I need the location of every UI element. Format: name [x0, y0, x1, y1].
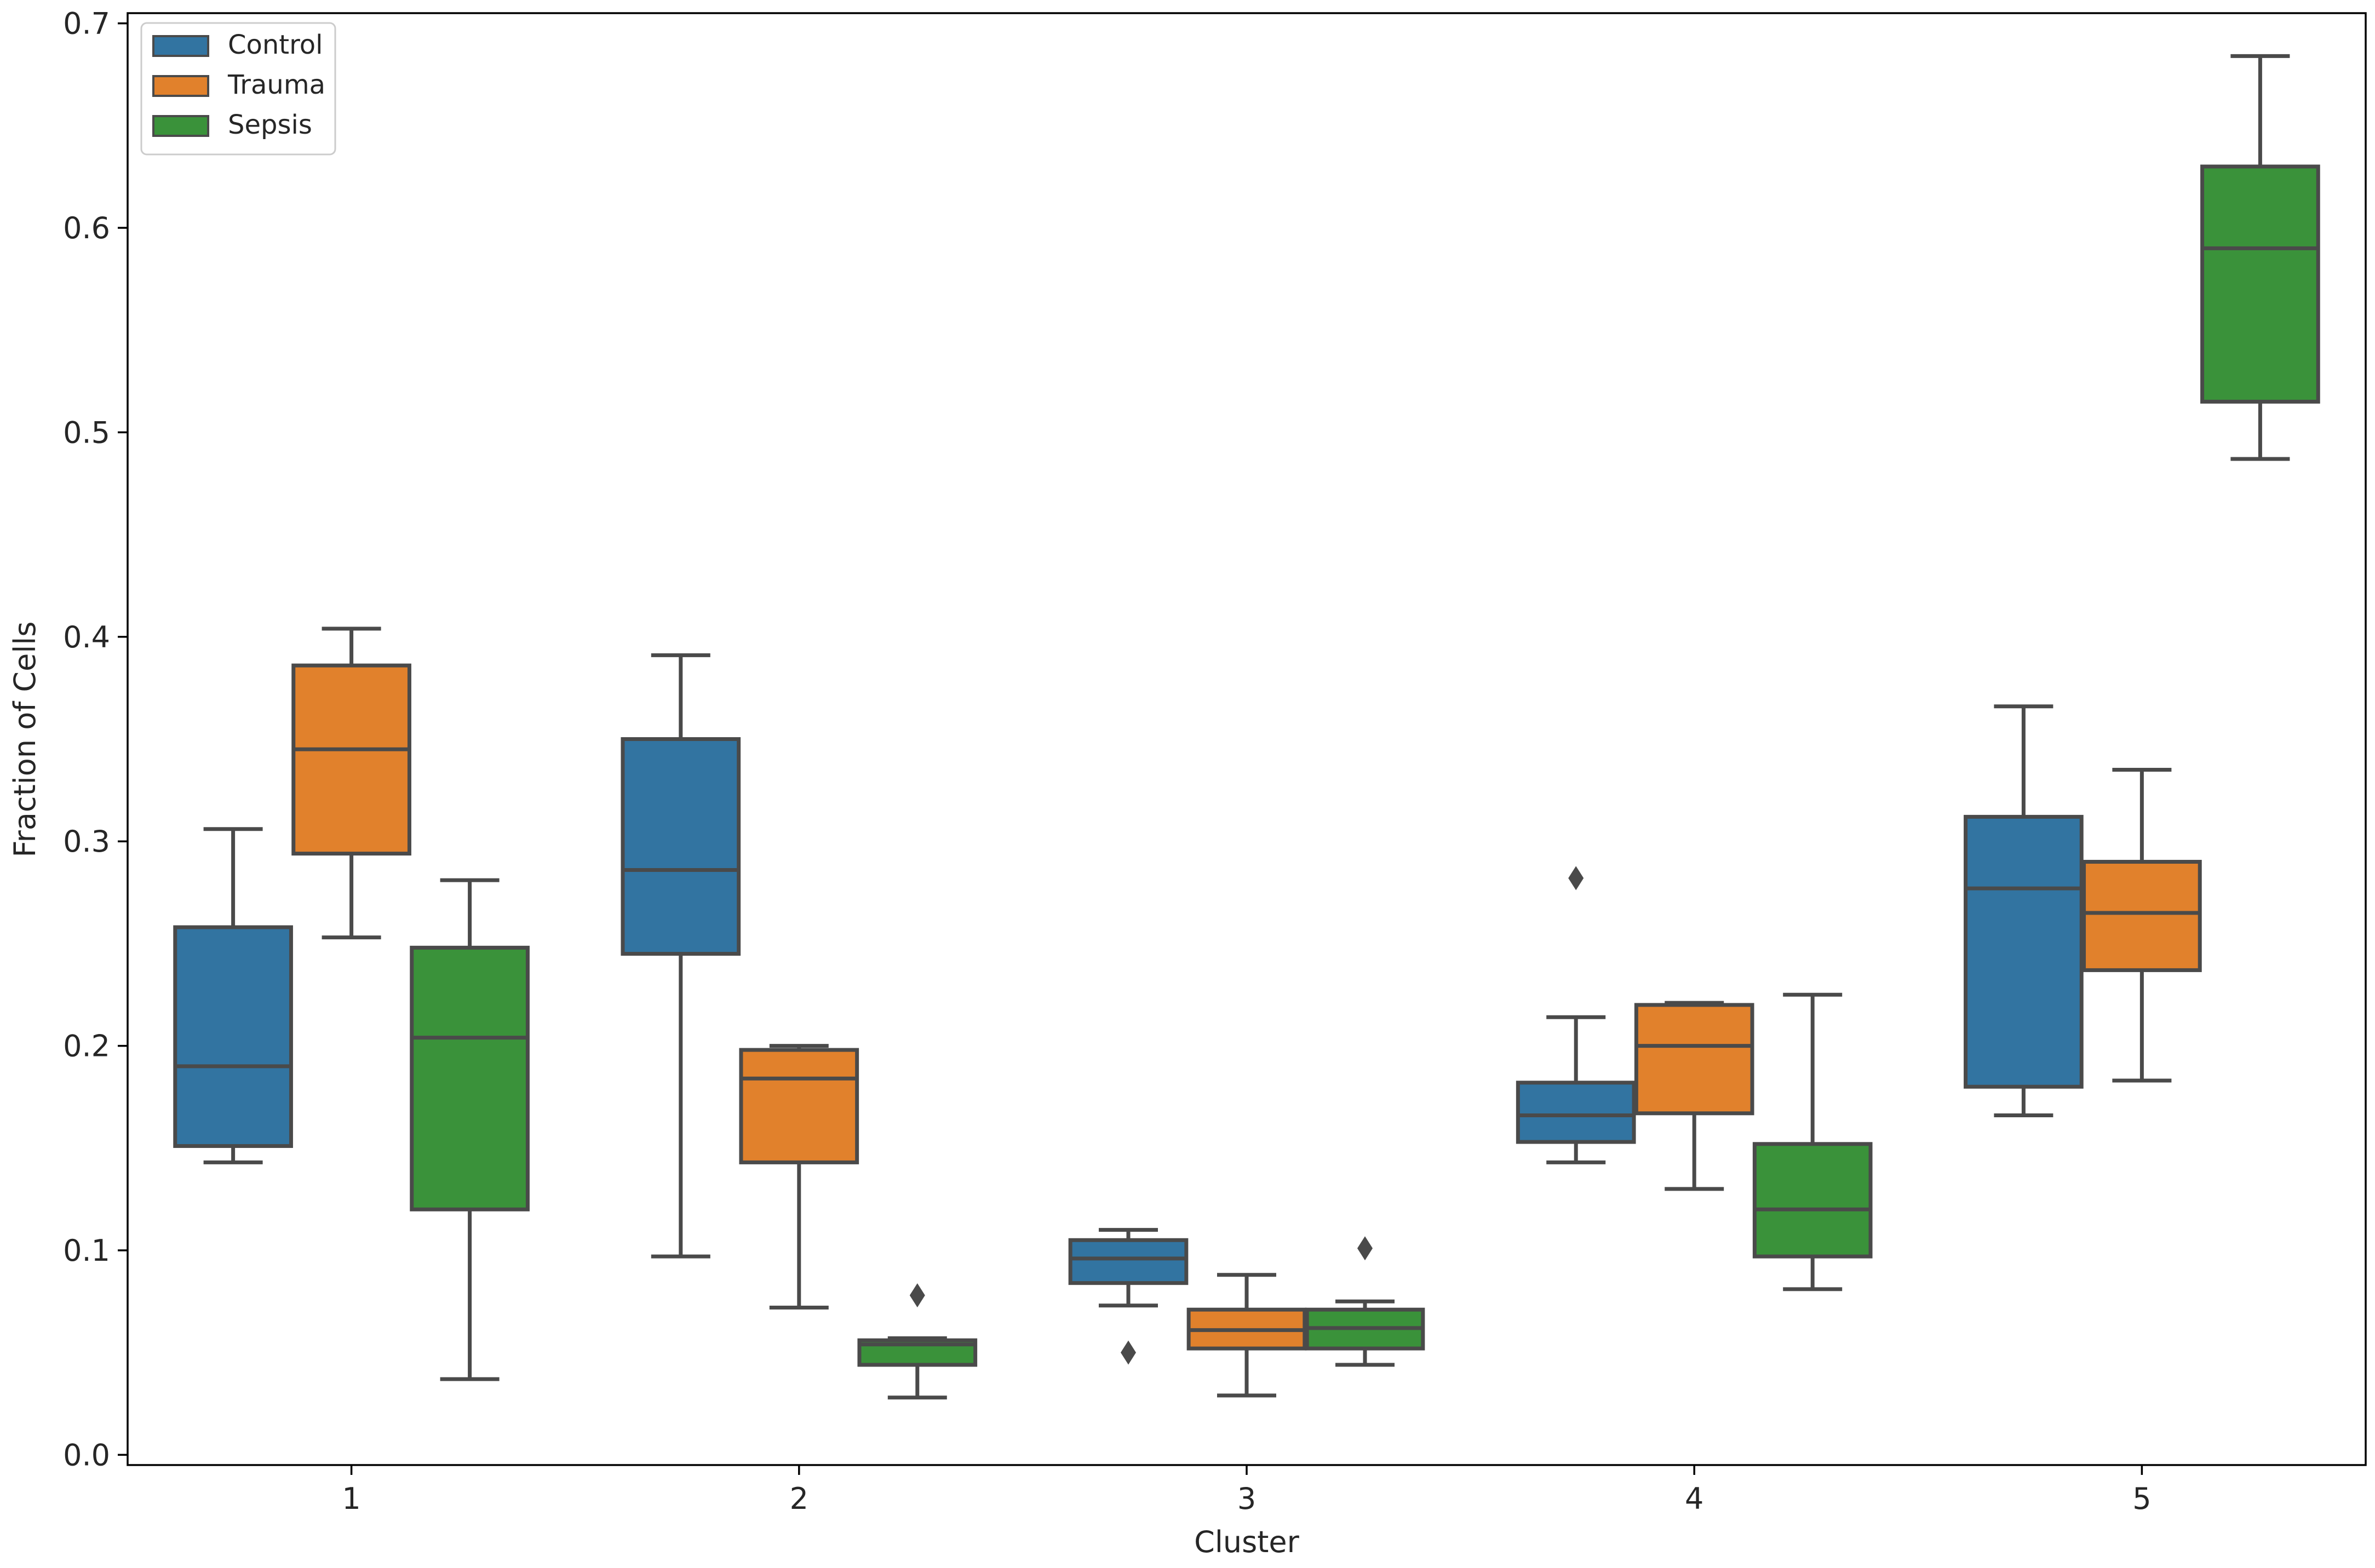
box-control-cluster-5 [1964, 704, 2084, 1118]
y-axis-label: Fraction of Cells [8, 622, 42, 858]
box-sepsis-cluster-2 [857, 1283, 978, 1400]
x-tick-label: 5 [2132, 1481, 2151, 1516]
box-control-cluster-3 [1068, 1228, 1189, 1365]
x-tick-label: 2 [790, 1481, 808, 1516]
iqr-box [739, 1048, 859, 1164]
legend: Control Trauma Sepsis [140, 22, 336, 156]
iqr-box [1634, 1003, 1754, 1116]
box-control-cluster-4 [1516, 866, 1636, 1164]
outlier-marker [909, 1283, 925, 1308]
y-tick-label: 0.2 [63, 1029, 110, 1064]
outlier-marker [1121, 1340, 1136, 1365]
y-tick-label: 0.0 [63, 1438, 110, 1472]
legend-swatch-sepsis [152, 115, 209, 137]
box-sepsis-cluster-1 [410, 878, 530, 1381]
box-trauma-cluster-2 [739, 1044, 859, 1309]
box-sepsis-cluster-4 [1752, 992, 1873, 1291]
legend-label-sepsis: Sepsis [228, 110, 312, 140]
legend-label-trauma: Trauma [227, 70, 325, 100]
y-tick-label: 0.1 [63, 1233, 110, 1268]
marks-layer [173, 54, 2320, 1400]
y-tick-label: 0.5 [63, 415, 110, 450]
iqr-box [1964, 814, 2084, 1089]
outlier-marker [1357, 1236, 1373, 1261]
iqr-box [2082, 860, 2202, 972]
iqr-box [410, 945, 530, 1211]
y-tick-label: 0.4 [63, 620, 110, 654]
box-trauma-cluster-1 [291, 627, 411, 940]
iqr-box [621, 737, 741, 956]
outlier-marker [1568, 866, 1584, 891]
y-tick-label: 0.7 [63, 7, 110, 41]
box-trauma-cluster-3 [1186, 1273, 1307, 1398]
x-axis-label: Cluster [1194, 1525, 1299, 1559]
iqr-box [173, 925, 293, 1148]
box-sepsis-cluster-3 [1305, 1236, 1425, 1367]
box-trauma-cluster-4 [1634, 1001, 1754, 1191]
x-tick-label: 4 [1685, 1481, 1703, 1516]
iqr-box [2200, 164, 2320, 404]
x-tick-label: 3 [1237, 1481, 1256, 1516]
box-control-cluster-1 [173, 827, 293, 1164]
x-tick-label: 1 [342, 1481, 360, 1516]
legend-label-control: Control [228, 30, 323, 60]
legend-swatch-control [152, 35, 209, 57]
box-trauma-cluster-5 [2082, 768, 2202, 1083]
y-tick-label: 0.3 [63, 824, 110, 859]
iqr-box [1068, 1238, 1189, 1285]
box-control-cluster-2 [621, 653, 741, 1259]
ticks-layer: 0.0 0.1 0.2 0.3 0.4 0.5 0.6 0.7 1 2 3 4 5 [63, 7, 2151, 1516]
box-sepsis-cluster-5 [2200, 54, 2320, 461]
iqr-box [291, 663, 411, 856]
iqr-box [1516, 1081, 1636, 1144]
y-tick-label: 0.6 [63, 211, 110, 245]
iqr-box [1752, 1142, 1873, 1259]
legend-swatch-trauma [152, 75, 209, 97]
